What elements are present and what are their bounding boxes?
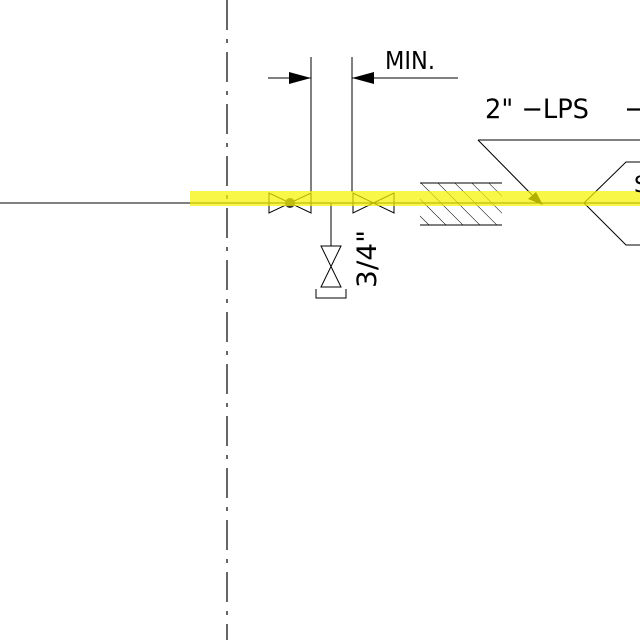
edge-label: S (634, 173, 640, 198)
branch-valve-icon (315, 203, 347, 299)
highlight-band (190, 191, 640, 206)
dimension-arrows (289, 72, 374, 84)
trailing-label: − (624, 94, 640, 125)
dimension-label: MIN. (385, 46, 435, 75)
pipe-label: 2" −LPS (485, 94, 589, 125)
branch-size-label: 3/4" (352, 230, 383, 288)
